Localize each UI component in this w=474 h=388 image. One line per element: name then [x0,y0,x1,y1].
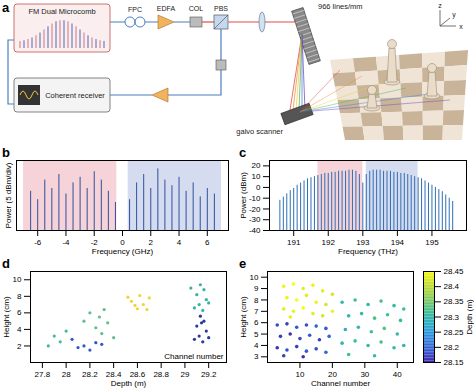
svg-text:28.15: 28.15 [444,358,465,367]
svg-text:9: 9 [254,284,259,293]
html-text:b: b [2,145,10,160]
svg-text:z: z [438,2,442,9]
html-text:c: c [239,145,247,160]
svg-text:28.25: 28.25 [444,328,465,337]
svg-text:28.6: 28.6 [129,370,146,380]
svg-text:2: 2 [148,238,153,248]
svg-text:-30: -30 [249,215,261,224]
svg-text:28.2: 28.2 [444,343,460,352]
svg-text:8: 8 [17,292,22,301]
svg-text:28.4: 28.4 [444,282,460,291]
svg-text:191: 191 [287,238,301,247]
svg-text:0: 0 [256,183,261,192]
svg-text:27.8: 27.8 [35,370,51,379]
svg-text:Power (dBm): Power (dBm) [239,172,248,219]
svg-text:Coherent receiver: Coherent receiver [45,91,105,100]
svg-text:5: 5 [254,330,259,339]
svg-text:28.4: 28.4 [105,370,122,380]
svg-text:-6: -6 [34,238,42,247]
svg-text:29: 29 [180,370,189,379]
svg-text:28.8: 28.8 [153,370,169,379]
svg-text:Height (cm): Height (cm) [239,296,248,338]
svg-text:193: 193 [356,238,370,248]
svg-text:28.3: 28.3 [444,313,460,322]
html-text:a: a [2,0,10,15]
svg-text:4: 4 [17,325,22,334]
svg-text:28.2: 28.2 [82,370,98,379]
html-text:d: d [2,256,10,271]
svg-text:40: 40 [393,370,402,379]
svg-text:Channel number: Channel number [311,379,370,388]
svg-text:192: 192 [322,238,336,247]
svg-text:10: 10 [295,370,304,379]
svg-text:Power (5 dBm/div): Power (5 dBm/div) [4,162,13,228]
svg-text:966 lines/mm: 966 lines/mm [318,2,363,11]
svg-text:30: 30 [360,370,370,380]
svg-text:7: 7 [254,307,259,316]
svg-text:Frequency (GHz): Frequency (GHz) [92,247,154,256]
svg-text:PBS: PBS [214,5,228,12]
svg-text:4: 4 [254,341,259,350]
svg-text:10: 10 [250,273,259,282]
svg-text:Depth (m): Depth (m) [111,379,147,388]
svg-text:20: 20 [252,161,261,170]
svg-text:10: 10 [13,275,22,284]
svg-text:Frequency (THz): Frequency (THz) [338,247,398,256]
svg-text:FPC: FPC [128,6,142,13]
svg-text:8: 8 [254,295,259,304]
svg-text:28.45: 28.45 [444,267,465,276]
svg-text:28.35: 28.35 [444,297,465,306]
html-text:e: e [239,256,247,271]
svg-text:-20: -20 [249,205,261,214]
svg-text:COL: COL [189,5,204,12]
svg-text:20: 20 [327,370,337,380]
svg-text:2: 2 [17,342,22,351]
svg-text:x: x [459,23,463,30]
svg-text:-40: -40 [249,226,261,235]
svg-text:194: 194 [390,238,405,248]
svg-text:FM Dual Microcomb: FM Dual Microcomb [28,7,95,16]
svg-text:10: 10 [252,172,261,181]
svg-text:Depth (m): Depth (m) [465,299,474,335]
svg-text:29.2: 29.2 [201,370,217,379]
svg-text:3: 3 [254,352,259,361]
svg-text:Channel number: Channel number [164,352,223,361]
svg-text:6: 6 [17,308,22,317]
svg-text:6: 6 [205,238,210,247]
svg-text:galvo scanner: galvo scanner [236,127,283,136]
svg-text:0: 0 [120,238,125,248]
svg-text:6: 6 [254,318,259,327]
svg-text:y: y [452,11,456,19]
svg-text:-10: -10 [249,194,261,203]
svg-text:28: 28 [62,370,71,379]
svg-text:4: 4 [177,238,182,247]
svg-text:-2: -2 [90,238,98,248]
svg-text:EDFA: EDFA [157,5,176,12]
svg-text:195: 195 [425,238,439,247]
svg-text:Height (cm): Height (cm) [2,296,11,338]
svg-text:-4: -4 [62,238,70,247]
